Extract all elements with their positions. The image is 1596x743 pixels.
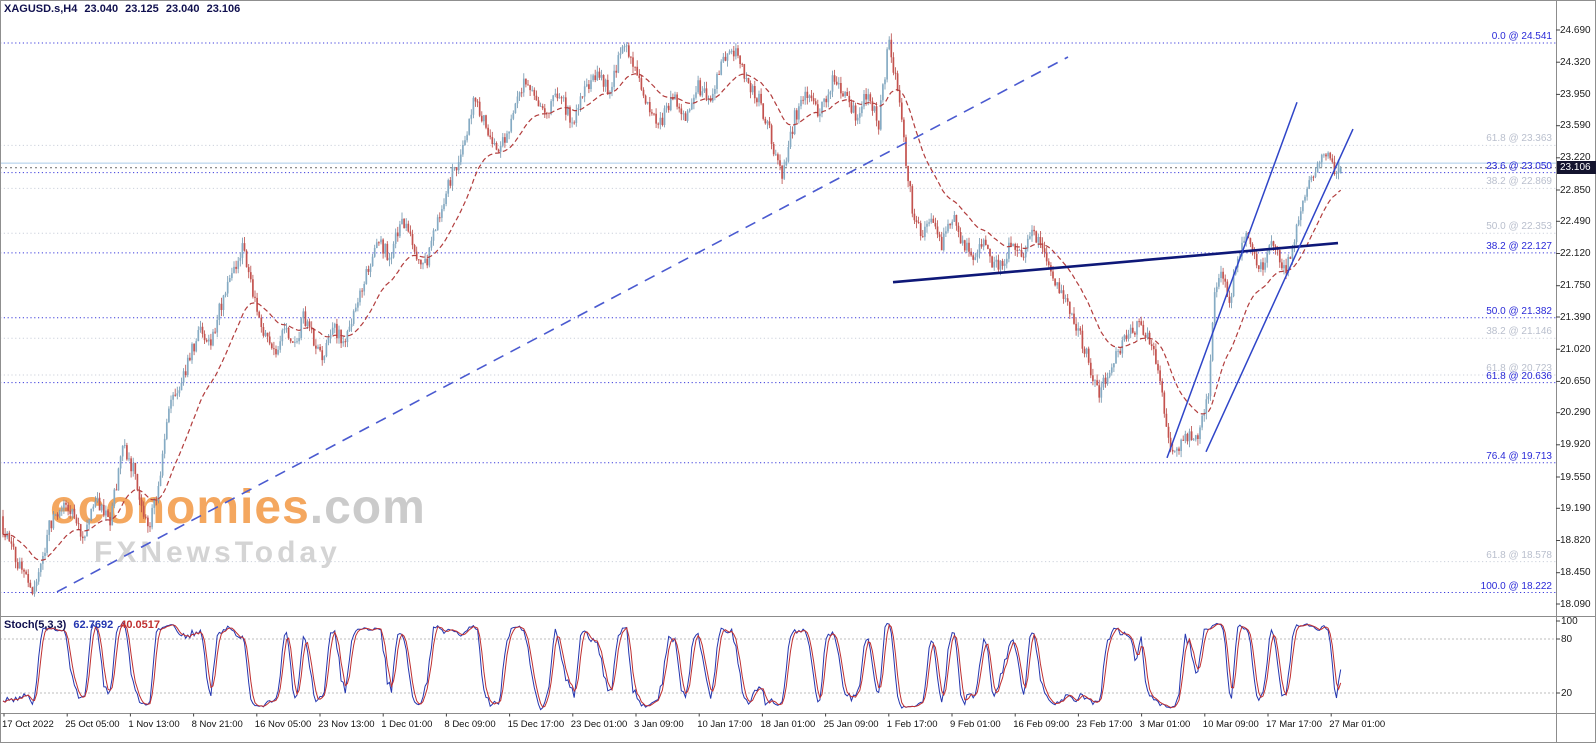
ascending-dashed-trendline[interactable] (56, 56, 1069, 593)
price-axis-label: 21.020 (1560, 343, 1591, 355)
fib-level-label-faded: 61.8 @ 18.578 (1486, 549, 1552, 561)
time-axis-label: 9 Feb 01:00 (950, 719, 1001, 730)
price-axis-label: 21.750 (1560, 280, 1591, 292)
price-axis-label: 24.320 (1560, 56, 1591, 68)
watermark: economies.com FXNewsToday (50, 484, 426, 570)
open-value: 23.040 (84, 3, 119, 15)
fib-level-label: 100.0 @ 18.222 (1480, 580, 1552, 592)
price-axis-label: 19.190 (1560, 502, 1591, 514)
close-value: 23.106 (206, 3, 241, 15)
price-axis-label: 19.550 (1560, 471, 1591, 483)
stoch-scale-label: 20 (1561, 687, 1573, 699)
price-axis-label: 18.090 (1560, 598, 1591, 610)
channel-line-right[interactable] (1205, 128, 1354, 453)
time-axis-label: 10 Jan 17:00 (697, 719, 753, 730)
fib-level-label: 38.2 @ 22.127 (1486, 240, 1552, 252)
time-axis-label: 17 Mar 17:00 (1266, 719, 1322, 730)
price-axis-label: 22.490 (1560, 215, 1591, 227)
time-axis-label: 15 Dec 17:00 (507, 719, 565, 730)
time-axis-label: 8 Dec 09:00 (444, 719, 496, 730)
fib-level-label: 23.6 @ 23.050 (1486, 160, 1552, 172)
time-axis-label: 25 Jan 09:00 (823, 719, 879, 730)
time-axis-label: 27 Mar 01:00 (1329, 719, 1386, 730)
time-axis-label: 1 Dec 01:00 (381, 719, 433, 730)
time-axis-label: 1 Nov 13:00 (128, 719, 180, 730)
candles-up-wicks (6, 36, 1342, 597)
fib-level-label-faded: 38.2 @ 21.146 (1486, 326, 1552, 338)
candles-down-wicks (2, 33, 1335, 596)
stochastic-label: Stoch(5,3,3) (4, 619, 67, 631)
time-axis-label: 8 Nov 21:00 (191, 719, 243, 730)
price-axis-label: 19.920 (1560, 439, 1591, 451)
stochastic-signal-value: 40.0517 (120, 619, 161, 631)
price-axis-label: 22.850 (1560, 184, 1591, 196)
support-trendline[interactable] (892, 241, 1339, 284)
price-axis-label: 23.220 (1560, 152, 1591, 164)
low-value: 23.040 (165, 3, 200, 15)
price-axis-label: 18.450 (1560, 567, 1591, 579)
fib-level-label: 0.0 @ 24.541 (1491, 31, 1552, 42)
price-axis-label: 23.590 (1560, 120, 1591, 132)
time-axis-label: 23 Dec 01:00 (570, 719, 628, 730)
time-axis-label: 23 Feb 17:00 (1076, 719, 1133, 730)
time-axis-label: 10 Mar 09:00 (1202, 719, 1259, 730)
price-axis-label: 21.390 (1560, 311, 1591, 323)
time-axis-label: 1 Feb 17:00 (886, 719, 938, 730)
ohlc-readout: XAGUSD.s,H4 23.040 23.125 23.040 23.106 (4, 3, 244, 15)
stochastic-main-value: 62.7692 (73, 619, 114, 631)
price-axis-label: 20.650 (1560, 375, 1591, 387)
high-value: 23.125 (125, 3, 159, 15)
time-axis-label: 3 Mar 01:00 (1139, 719, 1191, 730)
time-axis-label: 3 Jan 09:00 (634, 719, 684, 730)
fib-level-label-faded: 38.2 @ 22.869 (1486, 176, 1552, 188)
price-axis-label: 20.290 (1560, 407, 1591, 419)
price-axis-label: 24.690 (1560, 24, 1591, 36)
time-axis-label: 23 Nov 13:00 (318, 719, 375, 730)
fib-level-label-faded: 61.8 @ 23.363 (1486, 133, 1552, 145)
time-axis-label: 16 Nov 05:00 (254, 719, 312, 730)
time-axis-label: 17 Oct 2022 (2, 719, 54, 730)
watermark-domain: .com (309, 481, 426, 534)
time-axis-label: 18 Jan 01:00 (760, 719, 816, 730)
fib-level-label-faded: 50.0 @ 22.353 (1486, 221, 1552, 233)
fib-level-label: 76.4 @ 19.713 (1486, 450, 1552, 462)
candles-down-bodies (2, 39, 1336, 594)
channel-line-left[interactable] (1166, 101, 1298, 459)
stochastic-main-line (2, 621, 1342, 711)
watermark-tagline: FXNewsToday (94, 536, 341, 569)
stoch-scale-label: 80 (1561, 633, 1573, 645)
current-price-badge: 23.106 (1557, 161, 1596, 175)
candles-up-bodies (6, 39, 1342, 594)
stoch-scale-label: 100 (1561, 615, 1578, 627)
fib-level-label-faded: 61.8 @ 20.723 (1486, 363, 1552, 374)
moving-average-line[interactable] (2, 73, 1342, 561)
price-axis-label: 23.950 (1560, 88, 1591, 100)
time-axis-label: 16 Feb 09:00 (1013, 719, 1070, 730)
stochastic-signal-line (2, 623, 1342, 708)
stochastic-header: Stoch(5,3,3) 62.7692 40.0517 (4, 619, 160, 631)
symbol-timeframe: XAGUSD.s,H4 (4, 3, 78, 15)
fib-level-label: 61.8 @ 20.636 (1486, 370, 1552, 382)
fib-level-label: 50.0 @ 21.382 (1486, 305, 1552, 317)
price-axis-label: 18.820 (1560, 535, 1591, 546)
price-axis-label: 22.120 (1560, 248, 1591, 259)
time-axis-label: 25 Oct 05:00 (65, 719, 120, 730)
